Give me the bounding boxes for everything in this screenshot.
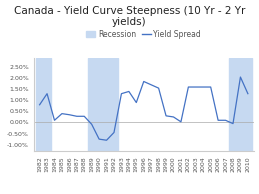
Bar xyxy=(229,58,251,151)
Bar xyxy=(36,58,51,151)
Text: Canada - Yield Curve Steepness (10 Yr - 2 Yr
yields): Canada - Yield Curve Steepness (10 Yr - … xyxy=(14,6,245,27)
Bar xyxy=(88,58,118,151)
Legend: Recession, Yield Spread: Recession, Yield Spread xyxy=(83,27,204,42)
